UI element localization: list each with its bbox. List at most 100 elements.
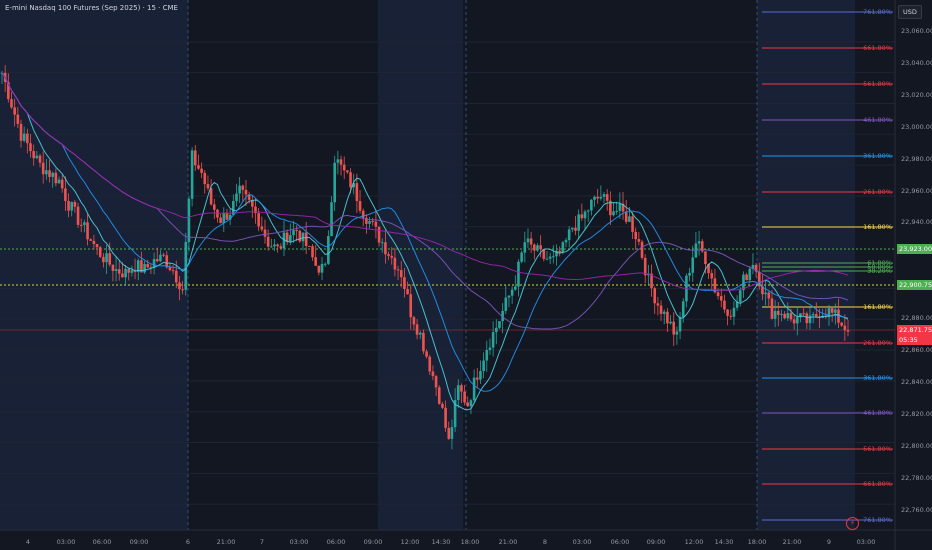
candle-body bbox=[602, 194, 606, 197]
time-tick-label: 09:00 bbox=[129, 538, 149, 546]
candle-body bbox=[590, 199, 593, 211]
candle-body bbox=[514, 286, 517, 290]
fib-level-label: 761.80% bbox=[863, 8, 892, 16]
candle-body bbox=[16, 114, 20, 124]
candle-body bbox=[314, 257, 317, 266]
candle-body bbox=[754, 264, 758, 272]
candle-body bbox=[48, 170, 51, 177]
candle-body bbox=[26, 133, 29, 144]
currency-button[interactable]: USD bbox=[898, 5, 922, 19]
candle-body bbox=[434, 376, 438, 388]
candle-body bbox=[178, 282, 181, 290]
candle-body bbox=[688, 272, 691, 276]
candle-body bbox=[640, 241, 644, 258]
candle-body bbox=[98, 247, 102, 257]
time-tick-label: 18:00 bbox=[747, 538, 767, 546]
candle-body bbox=[64, 188, 67, 201]
fib-level-label: 561.80% bbox=[863, 445, 892, 453]
candle-body bbox=[102, 256, 105, 263]
candle-body bbox=[485, 350, 489, 361]
candle-body bbox=[270, 246, 273, 248]
candle-body bbox=[111, 264, 115, 271]
candle-body bbox=[73, 202, 77, 207]
fib-level-label: 561.80% bbox=[863, 80, 892, 88]
candle-body bbox=[567, 229, 571, 241]
candle-body bbox=[707, 263, 710, 274]
price-tick-label: 22,800.00 bbox=[901, 442, 932, 450]
candle-body bbox=[422, 332, 425, 352]
level-green-tag: 23,923.00 bbox=[897, 244, 932, 254]
candle-body bbox=[624, 211, 628, 222]
fib-level-label: 261.80% bbox=[863, 339, 892, 347]
candle-body bbox=[615, 210, 618, 212]
moving-average-line bbox=[1, 72, 849, 411]
candle-body bbox=[222, 212, 226, 224]
moving-average-line bbox=[1, 72, 849, 392]
candle-body bbox=[19, 123, 23, 141]
candle-body bbox=[86, 222, 89, 240]
candle-body bbox=[821, 316, 824, 318]
candle-body bbox=[346, 170, 349, 173]
candle-body bbox=[498, 321, 501, 328]
candle-body bbox=[517, 261, 520, 287]
candle-body bbox=[13, 107, 16, 115]
candle-body bbox=[732, 307, 736, 317]
candle-body bbox=[520, 252, 523, 262]
candle-body bbox=[827, 308, 831, 318]
candle-body bbox=[140, 260, 143, 273]
candle-body bbox=[796, 317, 799, 324]
candle-body bbox=[564, 240, 568, 243]
candle-body bbox=[599, 196, 603, 199]
candle-body bbox=[54, 172, 58, 184]
candle-body bbox=[558, 250, 561, 253]
candle-body bbox=[450, 427, 454, 439]
candle-body bbox=[507, 295, 511, 298]
candle-body bbox=[187, 198, 191, 242]
candle-body bbox=[453, 399, 457, 428]
price-tick-label: 22,840.00 bbox=[901, 378, 932, 386]
candle-body bbox=[336, 159, 340, 163]
candle-body bbox=[365, 217, 368, 224]
candle-body bbox=[339, 159, 343, 165]
candle-body bbox=[76, 206, 80, 225]
candle-body bbox=[536, 245, 539, 251]
candle-body bbox=[130, 270, 134, 273]
candle-body bbox=[41, 162, 45, 175]
candle-body bbox=[380, 242, 384, 244]
candle-body bbox=[510, 289, 514, 296]
candle-body bbox=[488, 347, 492, 351]
candle-body bbox=[320, 263, 324, 273]
time-tick-label: 21:00 bbox=[498, 538, 518, 546]
candle-body bbox=[609, 200, 612, 216]
candle-body bbox=[494, 327, 498, 333]
candle-body bbox=[323, 263, 327, 265]
lightning-icon[interactable]: ⚡ bbox=[846, 517, 859, 530]
candle-body bbox=[162, 254, 165, 256]
candle-body bbox=[571, 227, 574, 230]
time-tick-label: 09:00 bbox=[363, 538, 383, 546]
candle-body bbox=[742, 274, 745, 291]
candle-body bbox=[200, 168, 203, 173]
candle-body bbox=[117, 269, 121, 274]
candle-body bbox=[786, 313, 790, 319]
candle-body bbox=[238, 185, 241, 194]
time-tick-label: 7 bbox=[259, 538, 265, 546]
candle-body bbox=[738, 290, 742, 302]
candle-body bbox=[92, 240, 96, 244]
candle-body bbox=[643, 257, 647, 276]
candle-body bbox=[368, 221, 371, 224]
fib-level-label: 38.20% bbox=[867, 267, 892, 275]
time-tick-label: 03:00 bbox=[289, 538, 309, 546]
candle-body bbox=[152, 259, 156, 268]
time-tick-label: 14:30 bbox=[431, 538, 451, 546]
candle-body bbox=[355, 183, 359, 202]
candle-body bbox=[190, 150, 194, 199]
candle-body bbox=[552, 256, 555, 258]
price-tick-label: 22,860.00 bbox=[901, 346, 932, 354]
candle-body bbox=[247, 194, 251, 200]
candle-body bbox=[418, 332, 422, 335]
candle-body bbox=[773, 310, 777, 319]
candle-body bbox=[460, 385, 463, 392]
